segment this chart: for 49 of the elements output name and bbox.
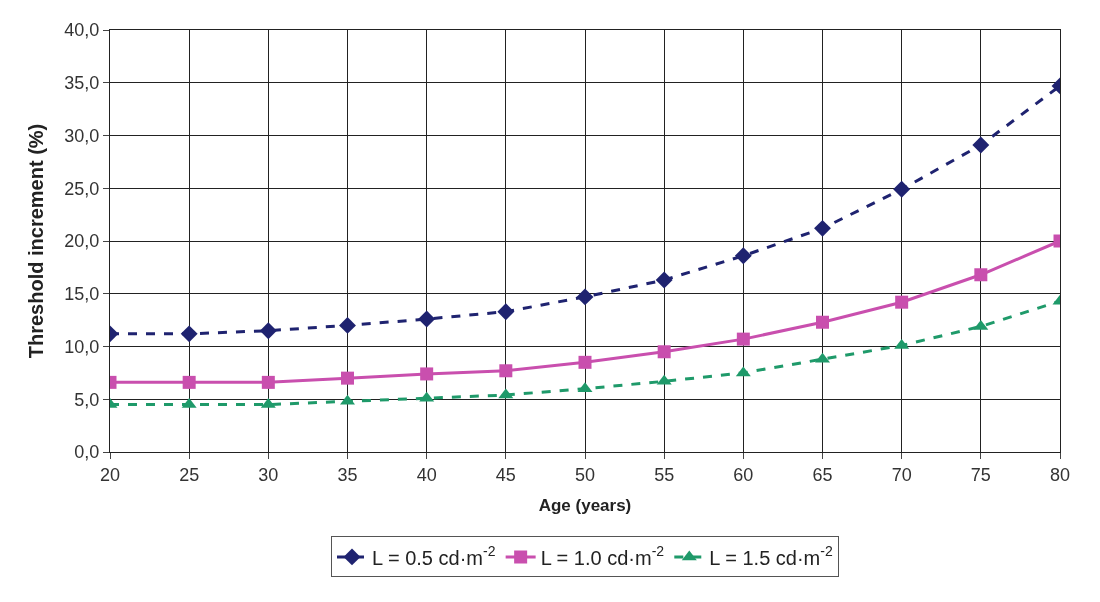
x-tick-label: 35 — [337, 464, 358, 485]
x-tick-label: 30 — [258, 464, 279, 485]
y-tick-label: 10,0 — [64, 336, 100, 357]
x-tick-label: 50 — [574, 464, 596, 485]
point — [418, 310, 436, 328]
point — [341, 371, 354, 385]
point — [420, 367, 434, 381]
point — [499, 364, 513, 378]
point — [497, 303, 515, 321]
x-tick-label: 75 — [970, 464, 991, 485]
point — [814, 219, 831, 237]
x-tick-label: 70 — [891, 464, 912, 485]
point — [182, 375, 196, 389]
point — [895, 295, 909, 309]
y-tick-label: 5,0 — [74, 389, 100, 410]
point — [261, 375, 275, 389]
point — [734, 247, 752, 265]
x-tick-label: 20 — [99, 464, 121, 485]
y-tick-label: 15,0 — [64, 284, 100, 305]
point — [655, 271, 673, 289]
point — [339, 316, 356, 334]
y-axis-title: Threshold increment (%) — [24, 123, 47, 359]
y-tick-label: 20,0 — [64, 231, 100, 252]
point — [180, 325, 198, 343]
y-tick-label: 25,0 — [64, 178, 100, 199]
y-tick-label: 35,0 — [64, 73, 100, 94]
point — [893, 180, 911, 198]
y-tick-label: 30,0 — [64, 125, 100, 146]
legend-label: L = 1.0 cd·m$^{-2}$ — [540, 543, 665, 569]
x-tick-label: 40 — [416, 464, 437, 485]
x-tick-label: 60 — [733, 464, 754, 485]
point — [259, 322, 277, 340]
point — [972, 136, 990, 154]
x-tick-label: 55 — [654, 464, 675, 485]
legend-label: L = 0.5 cd·m$^{-2}$ — [372, 543, 496, 569]
point — [736, 332, 750, 346]
y-tick-label: 40,0 — [64, 20, 100, 41]
legend-label: L = 1.5 cd·m$^{-2}$ — [709, 543, 833, 569]
x-tick-label: 65 — [812, 464, 833, 485]
point — [657, 345, 671, 359]
y-tick-label: 0,0 — [74, 442, 100, 463]
point — [816, 315, 829, 329]
point — [578, 355, 592, 369]
x-tick-label: 45 — [495, 464, 516, 485]
point — [576, 288, 594, 306]
x-tick-label: 25 — [179, 464, 200, 485]
point — [974, 268, 988, 282]
x-tick-label: 80 — [1049, 464, 1071, 485]
x-axis-title: Age (years) — [538, 496, 632, 515]
